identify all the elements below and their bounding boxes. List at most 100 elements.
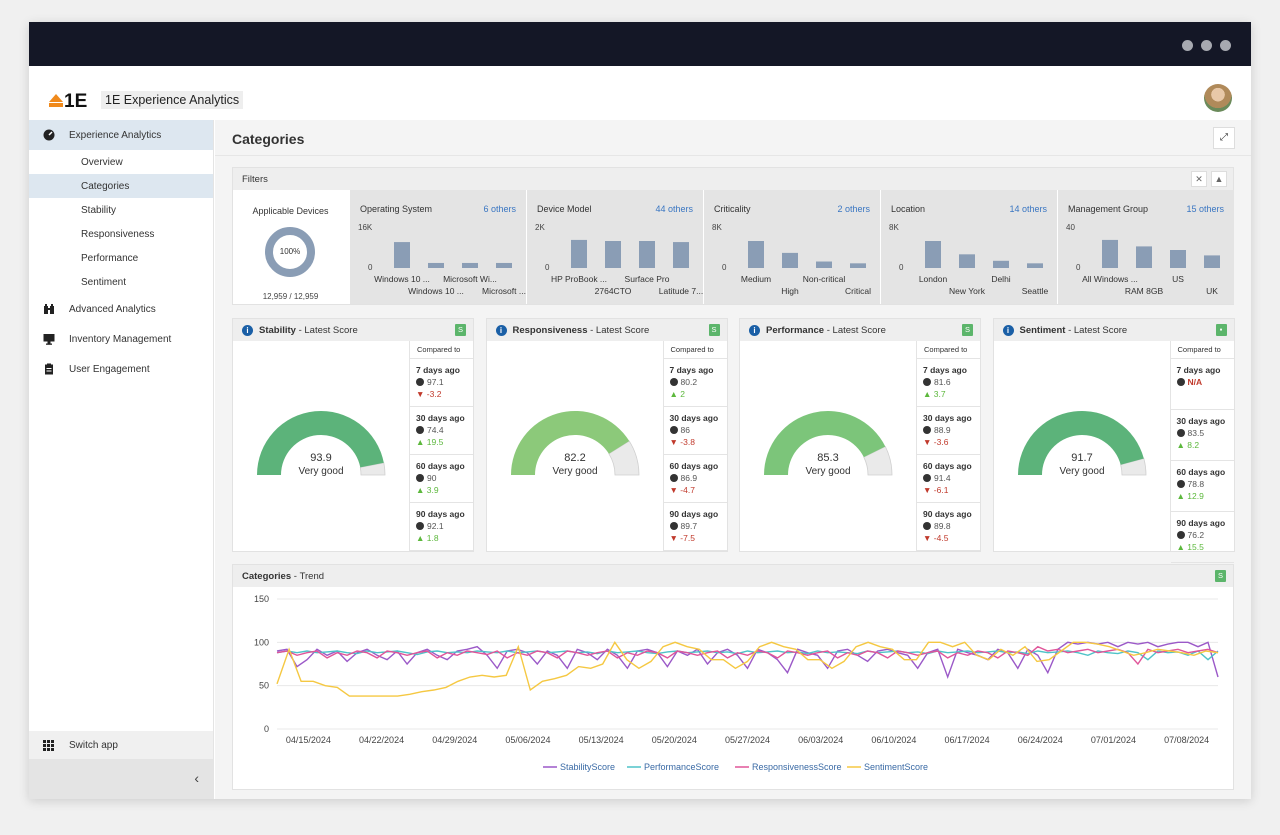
filter-bar-label: Non-critical [803,274,846,284]
sidebar-item-experience-analytics[interactable]: Experience Analytics [29,120,213,150]
compared-value: 91.4 [923,473,980,483]
switch-app-label: Switch app [69,739,118,751]
filter-ymin-label: 0 [545,263,550,272]
filter-bar [1204,255,1220,268]
filter-others-link[interactable]: 15 others [1186,204,1224,214]
compared-period: 7 days ago [923,365,967,375]
filter-bar-label: New York [949,286,986,296]
sidebar-item-categories[interactable]: Categories [29,174,213,198]
filter-others-link[interactable]: 6 others [483,204,516,214]
compared-value: 83.5 [1177,428,1234,438]
window-titlebar [29,22,1251,66]
filter-others-link[interactable]: 2 others [837,204,870,214]
filter-bar-label: Medium [741,274,771,284]
compared-to-list: Compared to 7 days ago 80.2 ▲ 2 30 days ago 8… [662,341,727,551]
compared-value: 76.2 [1177,530,1234,540]
gauge-fill [1017,411,1144,475]
filter-bar [959,254,975,268]
info-icon[interactable]: i [1002,324,1014,336]
compared-value: 78.8 [1177,479,1234,489]
window-dot-icon[interactable] [1220,40,1231,51]
trend-xtick-label: 06/10/2024 [871,735,916,745]
legend-label: ResponsivenessScore [752,762,842,772]
filter-ymin-label: 0 [1076,263,1081,272]
filter-ymin-label: 0 [368,263,373,272]
s-badge[interactable]: S [455,324,466,336]
sidebar-item-stability[interactable]: Stability [81,204,117,216]
info-icon[interactable]: i [495,324,507,336]
sidebar-item-overview[interactable]: Overview [81,156,123,168]
score-gauge: 85.3 Very good [764,411,893,477]
compared-delta: ▼ -6.1 [923,485,949,495]
sidebar-item-performance[interactable]: Performance [81,252,139,264]
filter-bar [462,262,478,268]
user-avatar[interactable] [1204,84,1232,112]
s-badge[interactable]: S [1215,570,1226,582]
devices-count: 12,959 / 12,959 [262,292,319,301]
gauge-track [359,462,386,476]
info-icon[interactable]: i [749,324,760,336]
page-title: Categories [232,131,305,147]
sidebar-item-inventory-management[interactable]: Inventory Management [29,324,213,354]
sidebar-item-advanced-analytics[interactable]: Advanced Analytics [29,294,213,324]
s-badge[interactable]: S [962,324,973,336]
filter-bar-chart: 2K 0HP ProBook ... Surface Pro 2764CTO Latit… [535,223,703,296]
trend-ytick-label: 150 [254,594,269,604]
svg-text:1E: 1E [64,91,87,110]
trend-xtick-label: 06/24/2024 [1018,735,1063,745]
compared-period: 7 days ago [669,365,714,375]
compared-to-list: Compared to 7 days ago 81.6 ▲ 3.7 30 days ag… [916,341,980,551]
sidebar-item-sentiment[interactable]: Sentiment [81,276,127,288]
filter-bar-label: 2764CTO [595,286,632,296]
s-badge[interactable]: ▪ [1215,324,1227,336]
filter-group[interactable]: Operating System 6 others 16K 0 Windows 10 .… [350,190,526,304]
sidebar-item-user-engagement[interactable]: User Engagement [29,354,213,384]
compared-value: 88.9 [923,425,980,435]
window-dot-icon[interactable] [1182,40,1193,51]
expand-icon[interactable]: ⤢ [1213,127,1235,149]
compared-value: 92.1 [416,521,473,531]
sidebar-item-responsiveness[interactable]: Responsiveness [81,228,155,240]
filter-others-link[interactable]: 14 others [1009,204,1047,214]
compared-to-header: Compared to [917,341,980,359]
score-gauge: 93.9 Very good [257,410,386,477]
applicable-devices[interactable]: Applicable Devices 100% 12,959 / 12,959 [233,190,348,304]
filter-bar [1170,250,1186,268]
trend-xtick-label: 04/22/2024 [359,735,404,745]
filter-group[interactable]: Location 14 others 8K 0 London Delhi New York S… [881,190,1057,304]
compared-item: 7 days ago 80.2 ▲ 2 [663,359,727,407]
filter-bar [394,242,410,268]
filter-group[interactable]: Device Model 44 others 2K 0 HP ProBook ... Su… [527,190,703,304]
filter-group-title: Location [891,204,926,214]
compared-item: 60 days ago 91.4 ▼ -6.1 [917,455,980,503]
collapse-filters-icon[interactable]: ▲ [1211,171,1227,187]
filter-others-link[interactable]: 44 others [655,204,693,214]
compared-item: 7 days ago 81.6 ▲ 3.7 [917,359,980,407]
compared-item: 90 days ago 89.8 ▼ -4.5 [917,503,980,551]
filter-bar-chart: 8K 0 Medium Non-critical High Critical [712,223,871,296]
info-icon[interactable]: i [242,324,253,336]
compared-delta: ▲ 8.2 [1176,440,1200,450]
clear-filters-icon[interactable]: ✕ [1191,171,1207,187]
compared-item: 90 days ago 76.2 ▲ 15.5 [1170,512,1234,563]
scorecard-stability: i Stability - Latest Score S 93.9 Very good C… [232,318,474,552]
filter-group[interactable]: Management Group 15 others 40 0 All Windows … [1058,190,1234,304]
switch-app-button[interactable]: Switch app [29,731,213,759]
filter-bar-label: Microsoft ... [482,286,526,296]
compared-delta: ▲ 3.9 [416,485,439,495]
collapse-sidebar-button[interactable]: ‹ [29,759,213,799]
compared-delta: ▼ -3.6 [923,437,949,447]
filter-group[interactable]: Criticality 2 others 8K 0 Medium Non-critical… [704,190,880,304]
window-dot-icon[interactable] [1201,40,1212,51]
compared-period: 60 days ago [416,461,465,471]
compared-value: 90 [416,473,473,483]
filter-bar-label: All Windows ... [1082,274,1138,284]
binoculars-icon [44,304,54,314]
legend-label: PerformanceScore [644,762,719,772]
grid-icon [43,740,54,751]
gauge-rating: Very good [1059,466,1104,477]
compared-item: 90 days ago 92.1 ▲ 1.8 [410,503,473,551]
compared-period: 90 days ago [1176,518,1226,528]
s-badge[interactable]: S [708,324,720,336]
sidebar-item-label: Experience Analytics [69,129,162,141]
